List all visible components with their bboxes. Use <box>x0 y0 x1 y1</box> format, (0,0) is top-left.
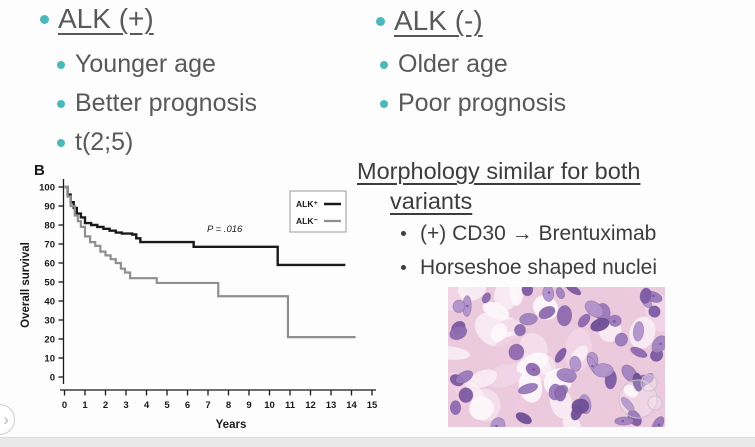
alk-positive-heading: ALK (+) <box>40 2 154 36</box>
list-item: Older age <box>380 50 566 79</box>
svg-text:8: 8 <box>226 400 231 411</box>
svg-text:B: B <box>34 162 45 179</box>
svg-text:100: 100 <box>39 183 55 194</box>
alk-negative-list: Older age Poor prognosis <box>380 50 566 128</box>
svg-text:30: 30 <box>44 316 55 327</box>
bullet-icon <box>401 231 406 236</box>
list-item: Poor prognosis <box>380 89 566 118</box>
bullet-icon <box>376 17 385 26</box>
svg-text:5: 5 <box>164 400 170 411</box>
list-item-label: Better prognosis <box>75 89 258 117</box>
svg-text:10: 10 <box>264 400 275 411</box>
list-item-label: Younger age <box>75 50 216 78</box>
morphology-list: (+) CD30 → Brentuximab Horseshoe shaped … <box>357 220 687 281</box>
svg-text:60: 60 <box>44 259 55 270</box>
svg-text:80: 80 <box>44 221 55 232</box>
svg-text:ALK⁺: ALK⁺ <box>296 199 318 209</box>
svg-text:15: 15 <box>367 400 378 411</box>
svg-text:ALK⁻: ALK⁻ <box>296 216 318 226</box>
list-item-label: (+) CD30 → Brentuximab <box>420 222 657 245</box>
histology-image <box>448 287 665 427</box>
morphology-heading-line2: variants <box>390 188 473 214</box>
bullet-icon <box>57 139 65 147</box>
list-item: t(2;5) <box>57 128 257 157</box>
list-item: Horseshoe shaped nuclei <box>401 254 687 281</box>
list-item: (+) CD30 → Brentuximab <box>401 220 687 247</box>
svg-text:1: 1 <box>82 400 88 411</box>
bullet-icon <box>57 100 65 108</box>
svg-text:6: 6 <box>185 400 190 411</box>
svg-text:P = .016: P = .016 <box>207 224 243 235</box>
svg-text:70: 70 <box>44 240 55 251</box>
bullet-icon <box>380 61 388 69</box>
survival-curve-figure: B 0 10 20 30 40 50 60 70 80 90 100 0 1 2 3 4 5 6 7 8 9 10 11 12 1… <box>10 148 390 443</box>
bullet-icon <box>401 265 406 270</box>
alk-negative-heading: ALK (-) <box>376 4 483 38</box>
morphology-section: Morphology similar for both variants (+)… <box>357 156 687 288</box>
svg-text:14: 14 <box>346 400 357 411</box>
list-item: Better prognosis <box>57 89 257 118</box>
list-item-label: Older age <box>398 50 508 78</box>
svg-text:11: 11 <box>285 400 296 411</box>
svg-text:40: 40 <box>44 297 55 308</box>
svg-text:Years: Years <box>216 419 247 431</box>
svg-text:13: 13 <box>326 400 337 411</box>
bullet-icon <box>40 15 49 24</box>
svg-text:50: 50 <box>44 278 55 289</box>
bullet-icon <box>57 61 65 69</box>
bullet-icon <box>380 100 388 108</box>
svg-text:0: 0 <box>50 373 55 384</box>
svg-text:10: 10 <box>44 354 55 365</box>
svg-text:0: 0 <box>62 400 67 411</box>
list-item-label: t(2;5) <box>75 128 134 156</box>
svg-text:2: 2 <box>103 400 108 411</box>
svg-text:90: 90 <box>44 202 55 213</box>
svg-text:4: 4 <box>144 400 150 411</box>
alk-positive-list: Younger age Better prognosis t(2;5) <box>57 50 257 167</box>
svg-text:3: 3 <box>123 400 128 411</box>
svg-text:Overall survival: Overall survival <box>20 242 32 328</box>
list-item: Younger age <box>57 50 257 79</box>
bottom-bar <box>0 437 755 447</box>
heading-label: ALK (-) <box>394 5 483 36</box>
heading-label: ALK (+) <box>58 3 154 34</box>
svg-text:9: 9 <box>246 400 251 411</box>
list-item-label: Poor prognosis <box>398 89 567 117</box>
svg-text:12: 12 <box>305 400 316 411</box>
morphology-heading-line1: Morphology similar for both <box>357 158 641 184</box>
svg-text:20: 20 <box>44 335 55 346</box>
chevron-right-icon: › <box>3 410 9 429</box>
svg-text:7: 7 <box>205 400 210 411</box>
list-item-label: Horseshoe shaped nuclei <box>420 256 657 279</box>
